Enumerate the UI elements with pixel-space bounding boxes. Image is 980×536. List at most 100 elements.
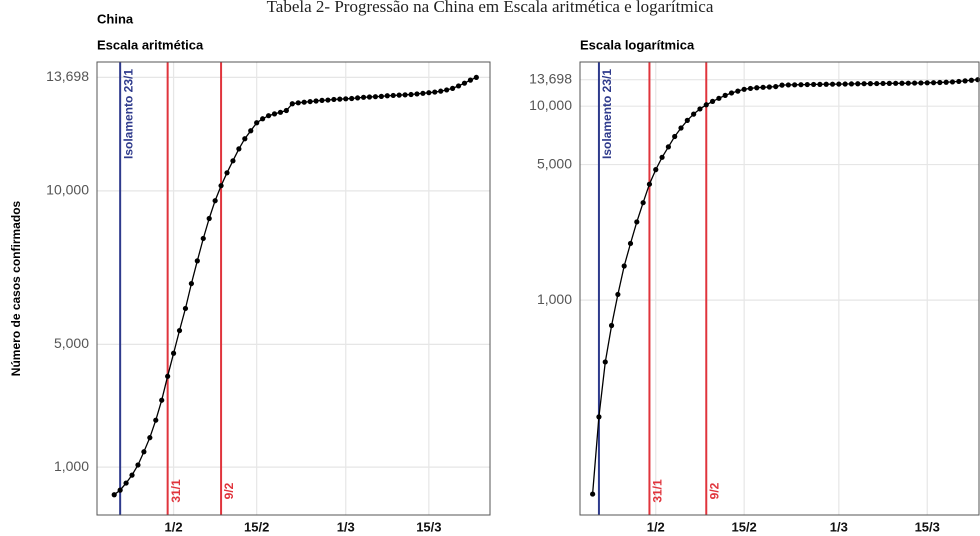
x-tick-label: 1/3 bbox=[830, 519, 848, 534]
data-point bbox=[135, 462, 141, 468]
data-point bbox=[640, 200, 646, 206]
y-axis-label: Número de casos confirmados bbox=[9, 200, 23, 376]
data-point bbox=[646, 181, 653, 187]
data-point bbox=[792, 82, 798, 88]
data-point bbox=[372, 94, 379, 100]
data-point bbox=[117, 487, 123, 493]
data-point bbox=[206, 215, 212, 222]
panel-title: Escala aritmética bbox=[97, 37, 204, 52]
data-point bbox=[590, 491, 596, 497]
data-point bbox=[301, 99, 307, 105]
data-point bbox=[886, 80, 892, 86]
data-point bbox=[949, 79, 956, 85]
data-point bbox=[621, 263, 627, 269]
panel-title: Escala logarítmica bbox=[580, 37, 695, 52]
data-point bbox=[804, 81, 810, 88]
data-point bbox=[467, 77, 474, 83]
data-point bbox=[260, 116, 266, 122]
data-point bbox=[325, 97, 331, 103]
data-point bbox=[747, 85, 754, 92]
y-tick-label: 5,000 bbox=[54, 335, 89, 351]
data-point bbox=[420, 90, 426, 96]
data-point bbox=[218, 183, 224, 189]
data-point bbox=[810, 81, 817, 88]
x-tick-label: 15/3 bbox=[416, 519, 441, 534]
plot-background bbox=[580, 62, 979, 515]
data-point bbox=[438, 88, 444, 94]
data-point bbox=[943, 79, 949, 85]
data-point bbox=[230, 158, 236, 164]
data-point bbox=[426, 90, 432, 96]
data-point bbox=[349, 95, 355, 102]
plot-background bbox=[97, 62, 490, 515]
data-point bbox=[615, 291, 621, 298]
data-point bbox=[165, 373, 171, 379]
data-point bbox=[691, 111, 697, 117]
data-point bbox=[289, 101, 295, 107]
data-point bbox=[918, 80, 924, 86]
y-tick-label: 10,000 bbox=[529, 97, 572, 113]
data-point bbox=[785, 82, 791, 88]
data-point bbox=[408, 91, 414, 98]
data-point bbox=[836, 81, 842, 87]
reference-label: 31/1 bbox=[651, 479, 665, 503]
data-point bbox=[596, 414, 602, 420]
data-point bbox=[355, 95, 361, 101]
data-point bbox=[684, 117, 690, 123]
data-point bbox=[111, 492, 117, 498]
data-point bbox=[634, 219, 640, 225]
data-point bbox=[194, 258, 200, 264]
data-point bbox=[930, 80, 937, 86]
data-point bbox=[709, 98, 716, 104]
data-point bbox=[432, 89, 438, 95]
data-point bbox=[962, 78, 968, 84]
data-point bbox=[735, 88, 741, 94]
data-point bbox=[248, 128, 254, 134]
data-point bbox=[905, 80, 911, 86]
data-point bbox=[277, 109, 284, 115]
data-point bbox=[855, 81, 861, 87]
data-point bbox=[893, 80, 899, 86]
data-point bbox=[123, 480, 129, 486]
data-point bbox=[271, 111, 278, 117]
data-point bbox=[176, 327, 183, 334]
data-point bbox=[779, 82, 785, 88]
data-point bbox=[880, 80, 886, 87]
data-point bbox=[390, 92, 396, 99]
data-point bbox=[331, 96, 337, 103]
data-point bbox=[295, 100, 301, 106]
data-point bbox=[912, 80, 918, 86]
data-point bbox=[212, 198, 218, 204]
x-tick-label: 15/2 bbox=[244, 519, 269, 534]
data-point bbox=[313, 98, 319, 104]
data-point bbox=[741, 86, 747, 92]
page-title: Tabela 2- Progressão na China em Escala … bbox=[267, 0, 714, 16]
data-point bbox=[968, 77, 975, 83]
data-point bbox=[159, 397, 165, 403]
y-tick-label: 13,698 bbox=[529, 70, 572, 86]
data-point bbox=[672, 133, 678, 140]
y-tick-label: 13,698 bbox=[46, 68, 89, 84]
data-point bbox=[307, 98, 313, 105]
data-point bbox=[937, 79, 943, 86]
data-point bbox=[608, 322, 615, 329]
reference-label: Isolamento 23/1 bbox=[600, 69, 614, 159]
data-point bbox=[224, 170, 230, 176]
data-point bbox=[414, 91, 420, 97]
data-point bbox=[153, 417, 159, 423]
data-point bbox=[473, 74, 479, 81]
data-point bbox=[665, 144, 671, 150]
data-point bbox=[319, 97, 325, 103]
x-tick-label: 1/3 bbox=[337, 519, 355, 534]
data-point bbox=[823, 81, 829, 87]
data-point bbox=[188, 280, 194, 287]
data-point bbox=[343, 96, 349, 102]
data-point bbox=[378, 93, 384, 99]
data-point bbox=[659, 154, 665, 160]
data-point bbox=[337, 96, 343, 102]
region-label: China bbox=[97, 11, 134, 26]
y-tick-label: 1,000 bbox=[54, 458, 89, 474]
data-point bbox=[956, 78, 962, 85]
data-point bbox=[200, 235, 206, 242]
